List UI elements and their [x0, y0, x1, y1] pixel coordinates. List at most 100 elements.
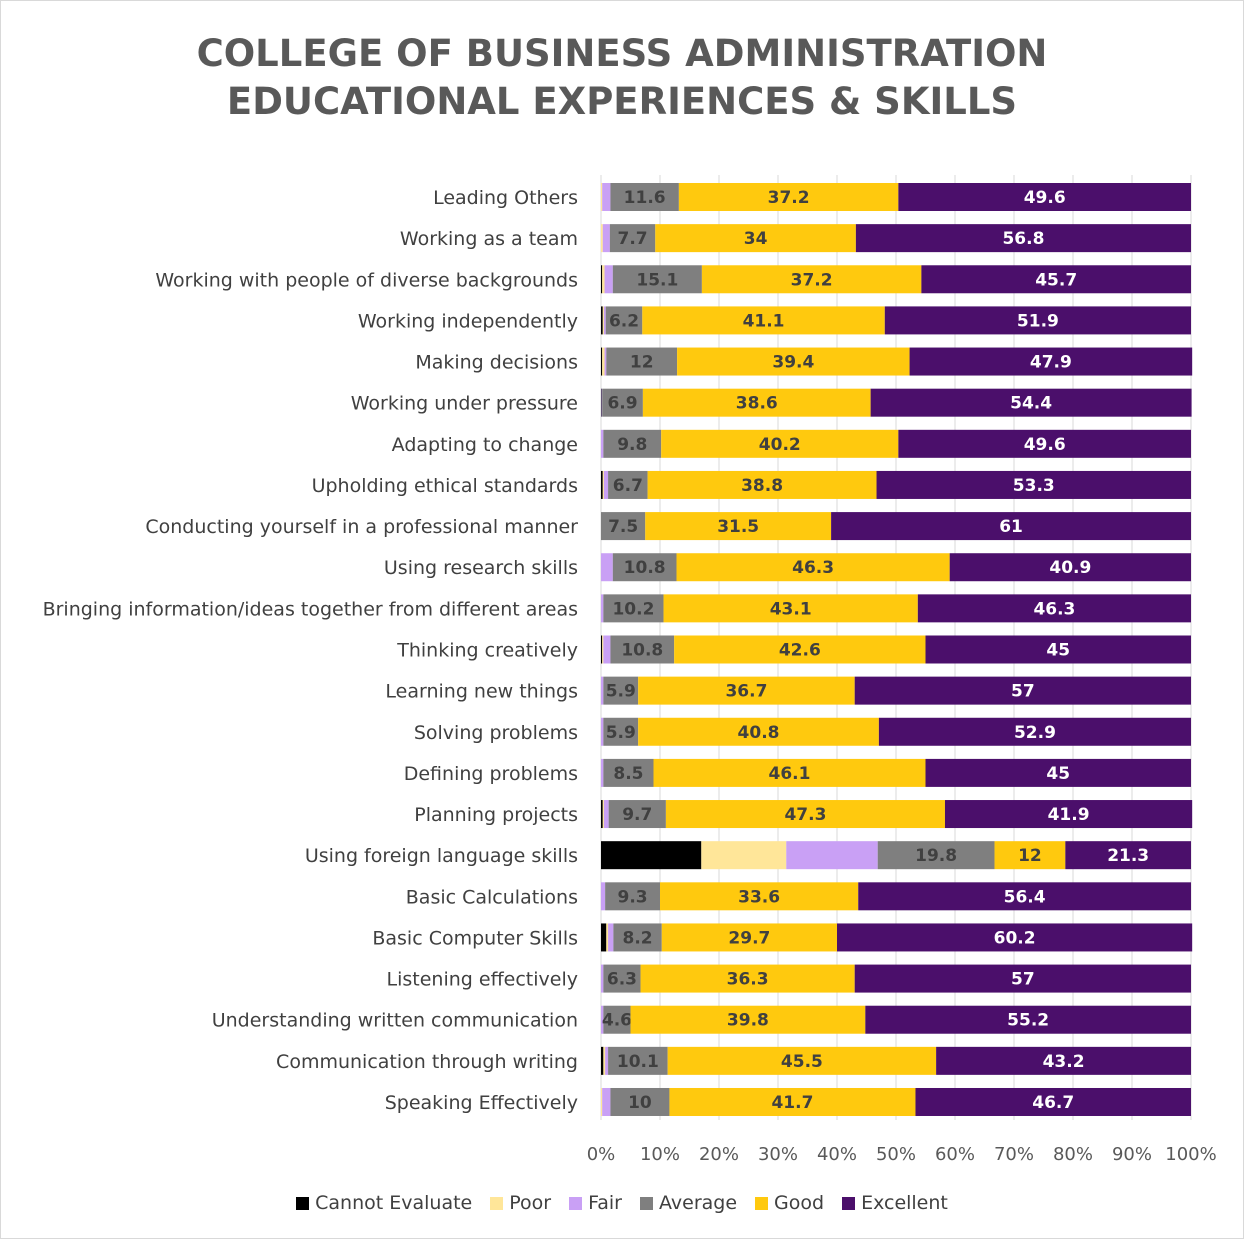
bar-segment — [638, 676, 855, 705]
bar-segment — [606, 347, 678, 376]
category-label: Learning new things — [385, 681, 578, 703]
data-label: 39.8 — [727, 1011, 769, 1031]
bar-segment — [603, 758, 654, 787]
x-tick-label: 30% — [758, 1144, 798, 1165]
bar-segment — [877, 841, 995, 870]
data-label: 36.7 — [725, 682, 767, 702]
x-tick-label: 70% — [994, 1144, 1034, 1165]
legend-label: Excellent — [861, 1192, 948, 1214]
data-label: 42.6 — [779, 640, 821, 660]
legend-item: Cannot Evaluate — [296, 1192, 472, 1214]
data-label: 56.8 — [1002, 229, 1044, 249]
category-label: Using research skills — [384, 557, 578, 579]
chart-title-line-1: COLLEGE OF BUSINESS ADMINISTRATION — [196, 32, 1048, 75]
bar-segment — [602, 800, 604, 829]
bar-segment — [602, 265, 605, 294]
data-label: 15.1 — [636, 270, 678, 290]
data-label: 51.9 — [1017, 311, 1059, 331]
bar-segment — [630, 1005, 866, 1034]
x-tick-label: 20% — [699, 1144, 739, 1165]
data-label: 6.2 — [609, 311, 639, 331]
category-label: Basic Computer Skills — [372, 927, 578, 949]
data-label: 9.7 — [622, 805, 652, 825]
category-label: Listening effectively — [387, 969, 578, 991]
chart-legend: Cannot Evaluate Poor Fair Average Good Excell… — [0, 1192, 1244, 1214]
legend-swatch — [640, 1196, 653, 1210]
legend-swatch — [755, 1196, 769, 1210]
x-tick-label: 100% — [1165, 1144, 1216, 1165]
bar-segment — [661, 429, 899, 458]
category-label: Basic Calculations — [406, 886, 578, 908]
bar-segment — [909, 347, 1193, 376]
bar-segment — [603, 306, 606, 335]
data-label: 60.2 — [994, 928, 1036, 948]
data-label: 43.1 — [770, 599, 812, 619]
data-label: 10.8 — [621, 640, 663, 660]
data-label: 47.3 — [784, 805, 826, 825]
bar-segment — [601, 388, 602, 417]
bar-segment — [601, 1046, 604, 1075]
bar-segment — [601, 676, 604, 705]
bar-segment — [603, 964, 641, 993]
bar-segment — [602, 224, 610, 253]
bar-segment — [603, 429, 662, 458]
bar-segment — [601, 1005, 604, 1034]
category-label: Working independently — [358, 310, 578, 332]
data-label: 47.9 — [1030, 353, 1072, 373]
bar-segment — [608, 1046, 668, 1075]
bar-segment — [609, 224, 656, 253]
data-label: 40.8 — [738, 723, 780, 743]
data-label: 57 — [1011, 970, 1035, 990]
bar-segment — [925, 635, 1191, 664]
bar-segment — [603, 470, 609, 499]
category-label: Speaking Effectively — [385, 1092, 578, 1114]
bar-segment — [898, 183, 1191, 211]
data-label: 45.7 — [1035, 270, 1077, 290]
data-label: 38.6 — [736, 394, 778, 414]
bar-segment — [610, 183, 679, 211]
data-label: 10 — [628, 1093, 652, 1113]
data-label: 10.2 — [612, 599, 654, 619]
data-label: 31.5 — [717, 517, 759, 537]
data-label: 54.4 — [1010, 394, 1052, 414]
legend-label: Cannot Evaluate — [315, 1192, 473, 1214]
legend-label: Good — [774, 1192, 825, 1214]
bar-segment — [601, 429, 604, 458]
category-label: Defining problems — [404, 763, 578, 785]
data-label: 49.6 — [1024, 435, 1066, 455]
bar-segment — [608, 800, 666, 829]
data-label: 46.7 — [1032, 1093, 1074, 1113]
data-label: 40.2 — [759, 435, 801, 455]
bar-segment — [677, 347, 910, 376]
data-label: 6.3 — [607, 970, 637, 990]
bar-segment — [613, 923, 662, 952]
category-label: Working under pressure — [351, 393, 578, 415]
bar-segment — [605, 306, 643, 335]
data-label: 10.8 — [624, 558, 666, 578]
bar-segment — [601, 635, 603, 664]
bar-segment — [601, 553, 613, 582]
bar-segment — [602, 347, 605, 376]
category-label: Understanding written communication — [212, 1010, 578, 1032]
bar-segment — [601, 923, 607, 952]
bar-segment — [605, 1046, 609, 1075]
bar-segment — [601, 265, 603, 294]
bar-segment — [601, 882, 606, 911]
legend-item: Average — [640, 1192, 737, 1214]
legend-swatch — [569, 1196, 583, 1210]
bar-segment — [676, 553, 950, 582]
bar-segment — [602, 635, 604, 664]
category-label: Solving problems — [414, 722, 578, 744]
data-label: 9.3 — [618, 887, 648, 907]
bar-segment — [669, 1087, 916, 1116]
bar-segment — [601, 1087, 603, 1116]
bar-segment — [603, 717, 639, 746]
bar-segment — [898, 429, 1191, 458]
bar-segment — [678, 183, 899, 211]
bar-segment — [604, 265, 613, 294]
x-tick-label: 40% — [817, 1144, 857, 1165]
bar-segment — [640, 964, 855, 993]
bar-segment — [603, 594, 664, 623]
bar-segment — [660, 882, 859, 911]
data-label: 40.9 — [1049, 558, 1091, 578]
